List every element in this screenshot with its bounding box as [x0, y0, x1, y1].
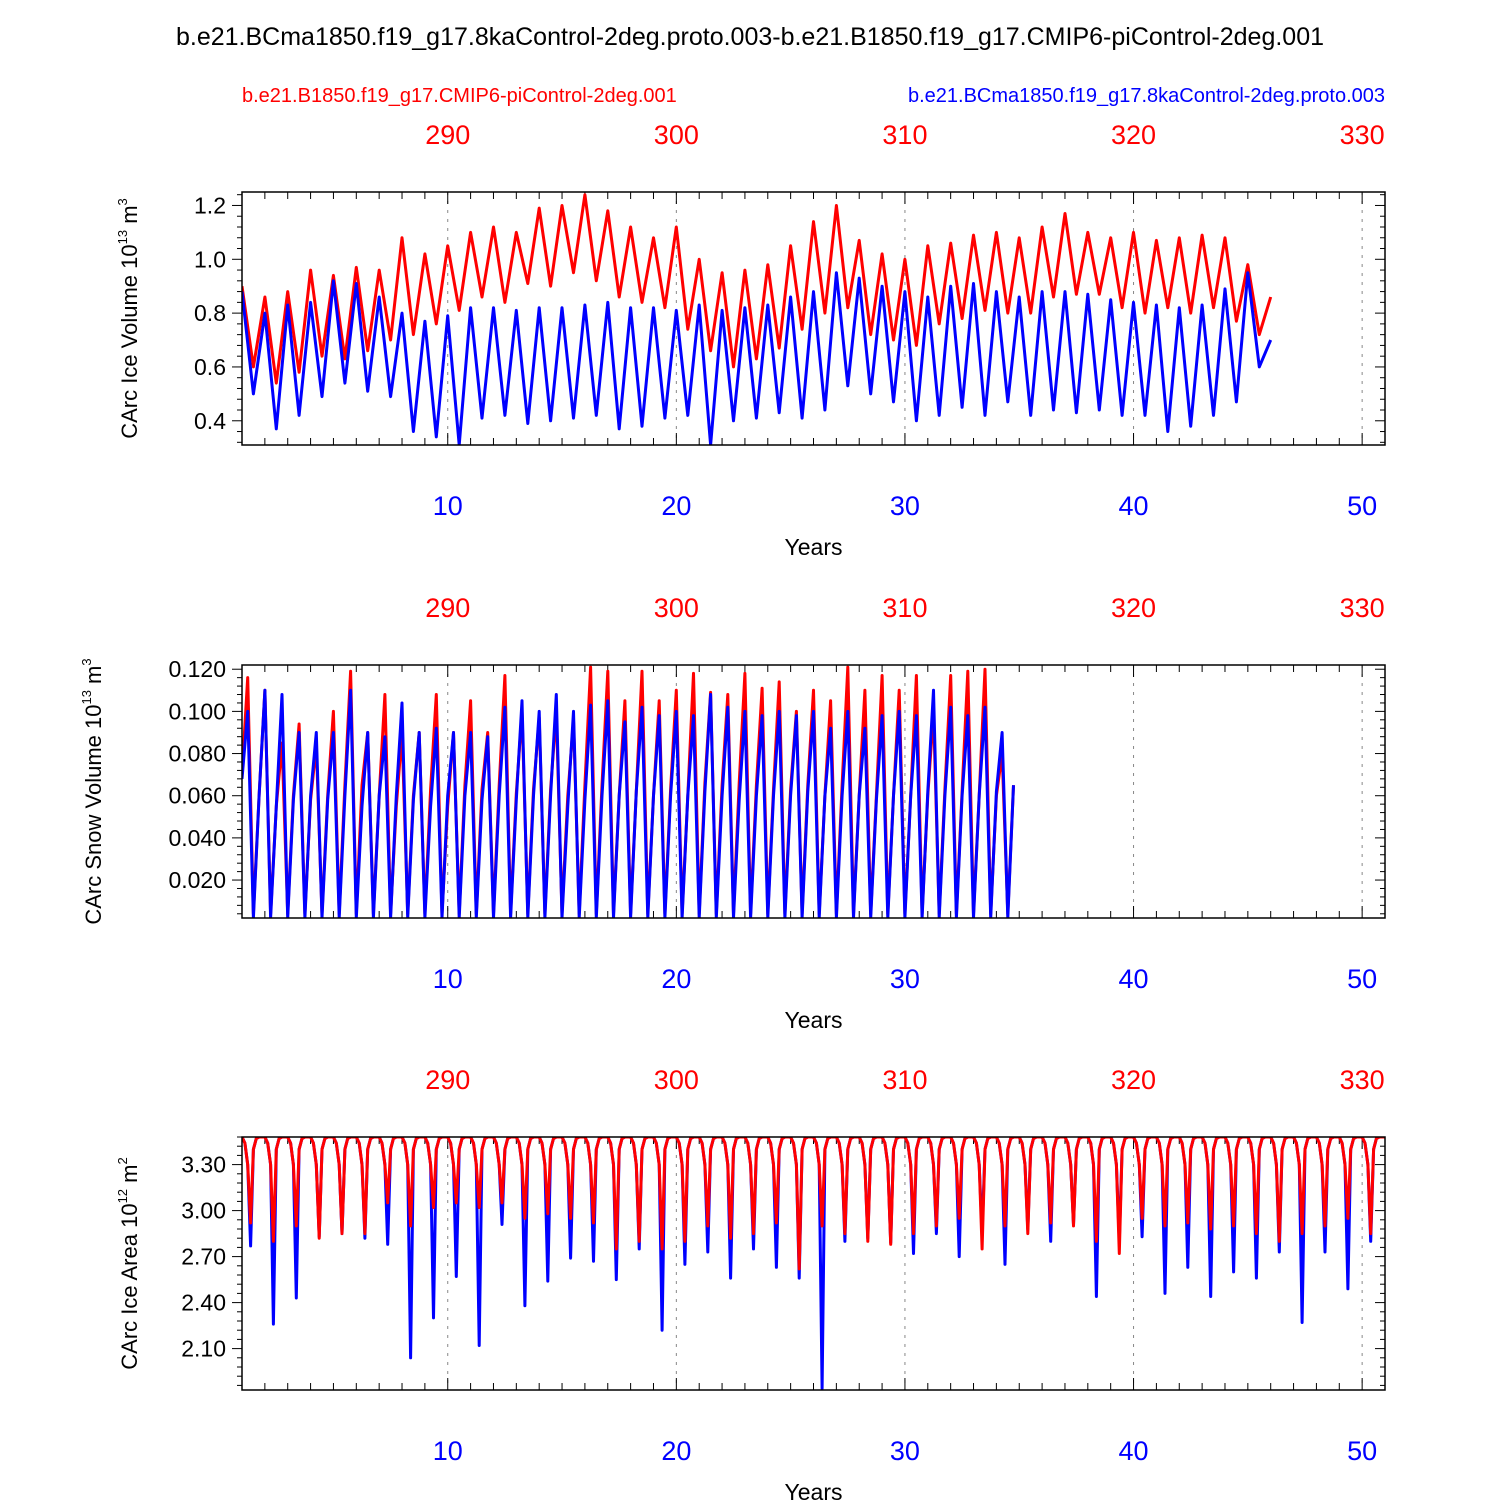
chart-panel-snow-volume: 10 20 30 40 50 290 300 310 320 330 0.020 0.040 0.060… [79, 593, 1386, 1033]
x-tick-label-top: 290 [425, 1065, 470, 1095]
x-tick-label-bottom: 20 [661, 491, 691, 521]
y-tick-label: 0.060 [168, 783, 226, 809]
y-axis-label-part: 12 [115, 1189, 130, 1203]
figure-title: b.e21.BCma1850.f19_g17.8kaControl-2deg.p… [176, 23, 1324, 51]
x-tick-label-top: 330 [1340, 120, 1385, 150]
x-tick-label-bottom: 10 [433, 491, 463, 521]
y-tick-label: 0.080 [168, 741, 226, 767]
y-axis-label: CArc Ice Volume 1013 m3 [115, 198, 142, 439]
y-tick-label: 1.0 [194, 246, 226, 272]
x-tick-label-bottom: 50 [1347, 964, 1377, 994]
y-axis-label-part: CArc Ice Area 10 [117, 1203, 142, 1369]
y-tick-label: 1.2 [194, 192, 226, 218]
y-tick-label: 2.40 [181, 1290, 226, 1316]
x-tick-label-top: 290 [425, 593, 470, 623]
x-tick-label-top: 320 [1111, 1065, 1156, 1095]
x-tick-label-top: 310 [882, 593, 927, 623]
y-axis-label-part: 3 [115, 198, 130, 205]
y-tick-label: 0.040 [168, 825, 226, 851]
y-axis-label-part: m [117, 1165, 142, 1189]
y-tick-label: 0.100 [168, 698, 226, 724]
x-tick-label-bottom: 40 [1119, 964, 1149, 994]
x-tick-label-top: 330 [1340, 1065, 1385, 1095]
x-axis-label: Years [785, 534, 843, 560]
y-axis-label-part: 13 [115, 230, 130, 244]
x-tick-label-bottom: 50 [1347, 1436, 1377, 1466]
x-tick-label-top: 320 [1111, 120, 1156, 150]
x-tick-label-top: 300 [654, 120, 699, 150]
y-axis-label-part: 3 [79, 658, 94, 665]
series-line-red [242, 1137, 1385, 1271]
x-tick-label-top: 300 [654, 593, 699, 623]
y-tick-label: 0.020 [168, 867, 226, 893]
y-tick-label: 0.6 [194, 354, 226, 380]
y-axis-label-part: 2 [115, 1157, 130, 1164]
x-tick-label-top: 300 [654, 1065, 699, 1095]
x-tick-label-bottom: 10 [433, 1436, 463, 1466]
x-tick-label-bottom: 30 [890, 1436, 920, 1466]
plot-frame [241, 664, 1386, 919]
x-tick-label-top: 290 [425, 120, 470, 150]
chart-panel-ice-area: 10 20 30 40 50 290 300 310 320 330 2.10 2.40 2.70 3.0… [115, 1065, 1386, 1500]
series-line-red [242, 193, 1273, 385]
y-tick-label: 3.30 [181, 1152, 226, 1178]
x-tick-label-bottom: 40 [1119, 491, 1149, 521]
y-axis-label-part: m [81, 666, 106, 690]
x-tick-label-bottom: 20 [661, 1436, 691, 1466]
y-axis-label-part: CArc Snow Volume 10 [81, 705, 106, 925]
x-tick-label-bottom: 30 [890, 491, 920, 521]
x-tick-label-bottom: 10 [433, 964, 463, 994]
x-tick-label-top: 330 [1340, 593, 1385, 623]
y-axis-label-part: CArc Ice Volume 10 [117, 244, 142, 438]
x-axis-label: Years [785, 1479, 843, 1500]
y-tick-label: 0.120 [168, 656, 226, 682]
legend-case-red: b.e21.B1850.f19_g17.CMIP6-piControl-2deg… [242, 85, 677, 107]
y-tick-label: 2.10 [181, 1336, 226, 1362]
y-tick-label: 0.4 [194, 408, 226, 434]
x-axis-label: Years [785, 1007, 843, 1033]
y-axis-label: CArc Ice Area 1012 m2 [115, 1157, 142, 1369]
y-tick-label: 0.8 [194, 300, 226, 326]
x-tick-label-bottom: 40 [1119, 1436, 1149, 1466]
plot-frame [241, 1136, 1386, 1391]
chart-panel-ice-volume: 10 20 30 40 50 290 300 310 320 330 0.4 0.6 0.8 1.0 1.2… [115, 120, 1386, 560]
series-line-blue [242, 688, 1015, 918]
y-tick-label: 3.00 [181, 1198, 226, 1224]
y-axis-label-part: m [117, 205, 142, 229]
x-tick-label-top: 320 [1111, 593, 1156, 623]
x-tick-label-top: 310 [882, 1065, 927, 1095]
x-tick-label-bottom: 20 [661, 964, 691, 994]
x-tick-label-bottom: 50 [1347, 491, 1377, 521]
y-tick-label: 2.70 [181, 1244, 226, 1270]
y-axis-label: CArc Snow Volume 1013 m3 [79, 658, 106, 924]
y-axis-label-part: 13 [79, 690, 94, 704]
series-line-blue [242, 271, 1273, 445]
legend-case-blue: b.e21.BCma1850.f19_g17.8kaControl-2deg.p… [908, 85, 1385, 107]
x-tick-label-top: 310 [882, 120, 927, 150]
x-tick-label-bottom: 30 [890, 964, 920, 994]
plot-frame [241, 191, 1386, 446]
